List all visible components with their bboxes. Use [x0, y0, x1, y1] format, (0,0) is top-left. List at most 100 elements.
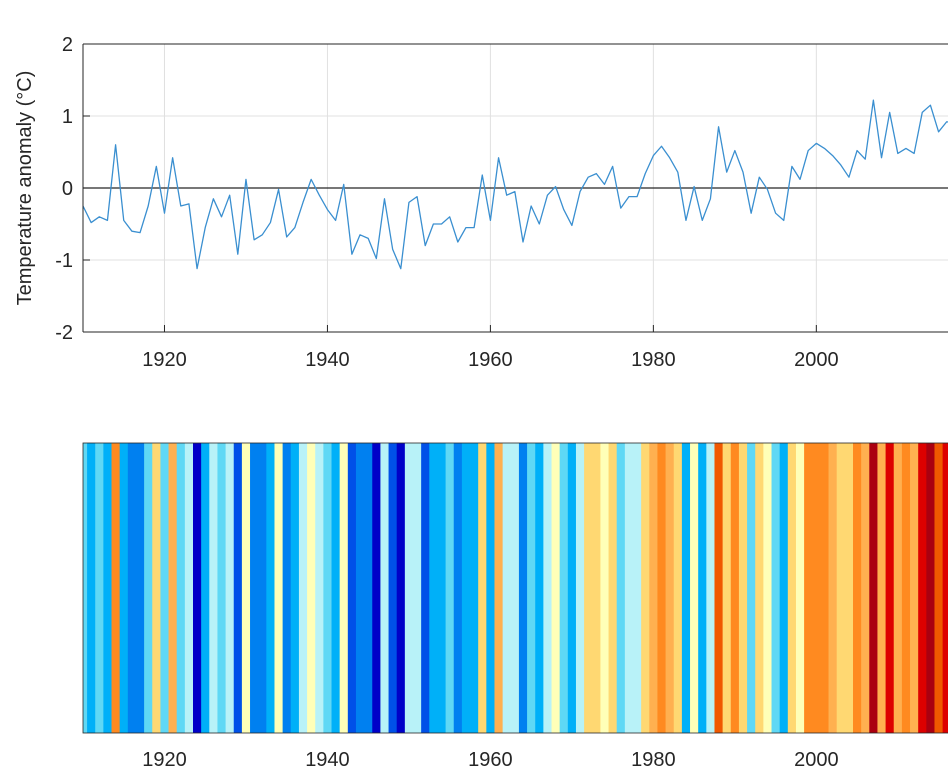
stripe-1968 — [551, 443, 561, 733]
stripe-1924 — [193, 443, 202, 733]
stripe-1936 — [290, 443, 300, 733]
stripe-1957 — [461, 443, 471, 733]
stripe-1922 — [176, 443, 186, 733]
stripe-x-tick-label: 1980 — [631, 749, 676, 769]
stripe-1951 — [413, 443, 422, 733]
stripe-1969 — [559, 443, 569, 733]
stripe-1993 — [755, 443, 764, 733]
stripe-1946 — [372, 443, 381, 733]
stripe-1975 — [608, 443, 618, 733]
stripe-2005 — [853, 443, 862, 733]
stripe-1941 — [331, 443, 341, 733]
stripes-group — [83, 443, 948, 733]
stripe-1911 — [87, 443, 96, 733]
stripe-1916 — [127, 443, 137, 733]
x-tick-label: 1920 — [142, 349, 187, 371]
stripe-1998 — [795, 443, 805, 733]
stripe-1935 — [282, 443, 292, 733]
stripe-2002 — [828, 443, 838, 733]
stripe-1992 — [747, 443, 756, 733]
stripe-2007 — [869, 443, 878, 733]
y-tick-label: 0 — [62, 178, 73, 200]
stripe-1955 — [445, 443, 455, 733]
stripe-x-tick-label: 1920 — [142, 749, 187, 769]
stripe-2003 — [836, 443, 846, 733]
stripe-1972 — [584, 443, 593, 733]
line-chart: -2 -1 0 1 2 1920 1940 1960 1980 2000 Temperature… — [14, 34, 948, 371]
stripe-1929 — [233, 443, 243, 733]
stripe-1913 — [103, 443, 112, 733]
stripe-1940 — [323, 443, 332, 733]
stripe-2008 — [877, 443, 886, 733]
stripe-1930 — [241, 443, 251, 733]
stripe-2011 — [901, 443, 911, 733]
stripe-1934 — [274, 443, 284, 733]
stripe-1983 — [673, 443, 683, 733]
stripe-1927 — [217, 443, 226, 733]
stripe-2015 — [934, 443, 944, 733]
stripe-1931 — [250, 443, 259, 733]
stripe-1996 — [779, 443, 789, 733]
stripe-1949 — [396, 443, 406, 733]
stripe-1921 — [168, 443, 178, 733]
stripe-1964 — [518, 443, 528, 733]
stripe-1982 — [665, 443, 675, 733]
stripe-1967 — [543, 443, 552, 733]
stripes-frame — [82, 442, 948, 734]
stripe-1945 — [364, 443, 373, 733]
stripe-2000 — [812, 443, 821, 733]
stripe-1988 — [714, 443, 724, 733]
stripe-1987 — [706, 443, 715, 733]
x-tick-labels-bottom: 1920 1940 1960 1980 2000 — [142, 749, 838, 769]
temperature-anomaly-line — [82, 99, 948, 270]
stripe-1994 — [763, 443, 772, 733]
stripe-1990 — [730, 443, 740, 733]
stripe-1980 — [649, 443, 658, 733]
stripe-1918 — [144, 443, 153, 733]
y-tick-labels: -2 -1 0 1 2 — [55, 34, 73, 344]
stripe-1961 — [494, 443, 504, 733]
stripe-x-tick-label: 1960 — [468, 749, 513, 769]
stripe-1920 — [160, 443, 169, 733]
y-tick-label: 1 — [62, 106, 73, 128]
stripe-1971 — [575, 443, 585, 733]
y-tick-label: 2 — [62, 34, 73, 56]
stripe-1917 — [135, 443, 145, 733]
stripe-1937 — [298, 443, 308, 733]
stripe-1959 — [478, 443, 487, 733]
x-tick-label: 1960 — [468, 349, 513, 371]
stripe-1981 — [657, 443, 666, 733]
stripe-1977 — [624, 443, 634, 733]
stripe-1948 — [388, 443, 398, 733]
stripe-1933 — [266, 443, 275, 733]
stripe-1970 — [567, 443, 577, 733]
y-tick-label: -2 — [55, 322, 73, 344]
stripe-1973 — [592, 443, 601, 733]
stripe-1966 — [535, 443, 544, 733]
stripe-1989 — [722, 443, 732, 733]
x-tick-label: 2000 — [794, 349, 839, 371]
stripe-2001 — [820, 443, 829, 733]
stripe-1947 — [380, 443, 389, 733]
stripe-2012 — [910, 443, 919, 733]
stripe-1956 — [453, 443, 463, 733]
stripe-1915 — [119, 443, 129, 733]
stripe-2009 — [885, 443, 895, 733]
stripe-1944 — [355, 443, 365, 733]
stripe-1974 — [600, 443, 609, 733]
stripe-1963 — [510, 443, 520, 733]
stripe-1914 — [111, 443, 121, 733]
stripe-1999 — [804, 443, 813, 733]
stripe-1950 — [404, 443, 414, 733]
x-tick-label: 1940 — [305, 349, 350, 371]
stripe-1912 — [95, 443, 104, 733]
stripe-1952 — [421, 443, 430, 733]
stripe-1926 — [209, 443, 218, 733]
stripe-1925 — [201, 443, 210, 733]
stripe-x-tick-label: 1940 — [305, 749, 350, 769]
x-tick-label: 1980 — [631, 349, 676, 371]
stripe-1958 — [470, 443, 479, 733]
stripe-2016 — [942, 443, 948, 733]
stripe-1976 — [616, 443, 626, 733]
stripe-1923 — [184, 443, 194, 733]
